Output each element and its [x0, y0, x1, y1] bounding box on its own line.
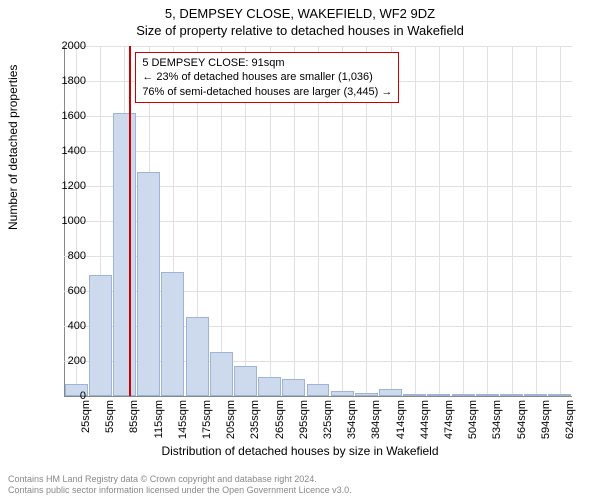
x-tick-label: 414sqm [395, 400, 407, 439]
x-tick-label: 564sqm [516, 400, 528, 439]
annotation-line3: 76% of semi-detached houses are larger (… [142, 85, 392, 99]
histogram-bar [234, 366, 257, 396]
histogram-bar [524, 394, 547, 396]
histogram-bar [355, 393, 378, 397]
x-tick-label: 175sqm [201, 400, 213, 439]
x-tick-label: 205sqm [225, 400, 237, 439]
footer-line2: Contains public sector information licen… [8, 485, 352, 496]
histogram-bar [452, 394, 475, 396]
x-tick-label: 85sqm [128, 400, 140, 433]
x-tick-label: 354sqm [346, 400, 358, 439]
x-tick-label: 624sqm [564, 400, 576, 439]
histogram-bar [427, 394, 450, 396]
x-axis-label: Distribution of detached houses by size … [0, 444, 600, 458]
gridline-v [487, 46, 488, 396]
x-tick-label: 504sqm [467, 400, 479, 439]
histogram-bar [137, 172, 160, 396]
footer-attribution: Contains HM Land Registry data © Crown c… [8, 474, 352, 496]
y-tick-label: 1600 [46, 110, 86, 122]
gridline-v [512, 46, 513, 396]
annotation-box: 5 DEMPSEY CLOSE: 91sqm← 23% of detached … [135, 52, 399, 103]
x-tick-label: 534sqm [491, 400, 503, 439]
x-tick-label: 325sqm [322, 400, 334, 439]
gridline-v [536, 46, 537, 396]
page-subtitle: Size of property relative to detached ho… [0, 21, 600, 38]
x-tick-label: 265sqm [274, 400, 286, 439]
histogram-bar [161, 272, 184, 396]
histogram-bar [282, 379, 305, 397]
x-tick-label: 55sqm [104, 400, 116, 433]
y-tick-label: 200 [46, 355, 86, 367]
histogram-bar [307, 384, 330, 396]
histogram-bar [89, 275, 112, 396]
y-tick-label: 1000 [46, 215, 86, 227]
x-axis-line [64, 396, 572, 397]
histogram-bar [113, 113, 136, 397]
y-tick-label: 1200 [46, 180, 86, 192]
histogram-bar [331, 391, 354, 396]
histogram-bar [186, 317, 209, 396]
histogram-bar [210, 352, 233, 396]
x-tick-label: 25sqm [80, 400, 92, 433]
x-tick-label: 295sqm [298, 400, 310, 439]
x-tick-label: 384sqm [370, 400, 382, 439]
gridline-v [415, 46, 416, 396]
reference-line [129, 46, 131, 396]
x-tick-label: 235sqm [249, 400, 261, 439]
histogram-bar [476, 394, 499, 396]
gridline-v [463, 46, 464, 396]
x-tick-label: 145sqm [177, 400, 189, 439]
y-tick-label: 800 [46, 250, 86, 262]
x-tick-label: 115sqm [153, 400, 165, 438]
x-tick-label: 444sqm [419, 400, 431, 439]
y-tick-label: 2000 [46, 40, 86, 52]
page-title: 5, DEMPSEY CLOSE, WAKEFIELD, WF2 9DZ [0, 0, 600, 21]
y-axis-label: Number of detached properties [6, 65, 20, 230]
y-tick-label: 400 [46, 320, 86, 332]
histogram-bar [403, 394, 426, 396]
y-tick-label: 1400 [46, 145, 86, 157]
y-tick-label: 1800 [46, 75, 86, 87]
annotation-line2: ← 23% of detached houses are smaller (1,… [142, 70, 392, 84]
chart-plot-area: 5 DEMPSEY CLOSE: 91sqm← 23% of detached … [64, 46, 572, 396]
gridline-v [560, 46, 561, 396]
x-tick-label: 474sqm [443, 400, 455, 439]
histogram-bar [500, 394, 523, 396]
x-tick-label: 594sqm [540, 400, 552, 439]
gridline-v [439, 46, 440, 396]
footer-line1: Contains HM Land Registry data © Crown c… [8, 474, 352, 485]
annotation-line1: 5 DEMPSEY CLOSE: 91sqm [142, 56, 392, 70]
histogram-bar [548, 394, 571, 396]
histogram-bar [379, 389, 402, 396]
histogram-bar [258, 377, 281, 396]
y-tick-label: 600 [46, 285, 86, 297]
